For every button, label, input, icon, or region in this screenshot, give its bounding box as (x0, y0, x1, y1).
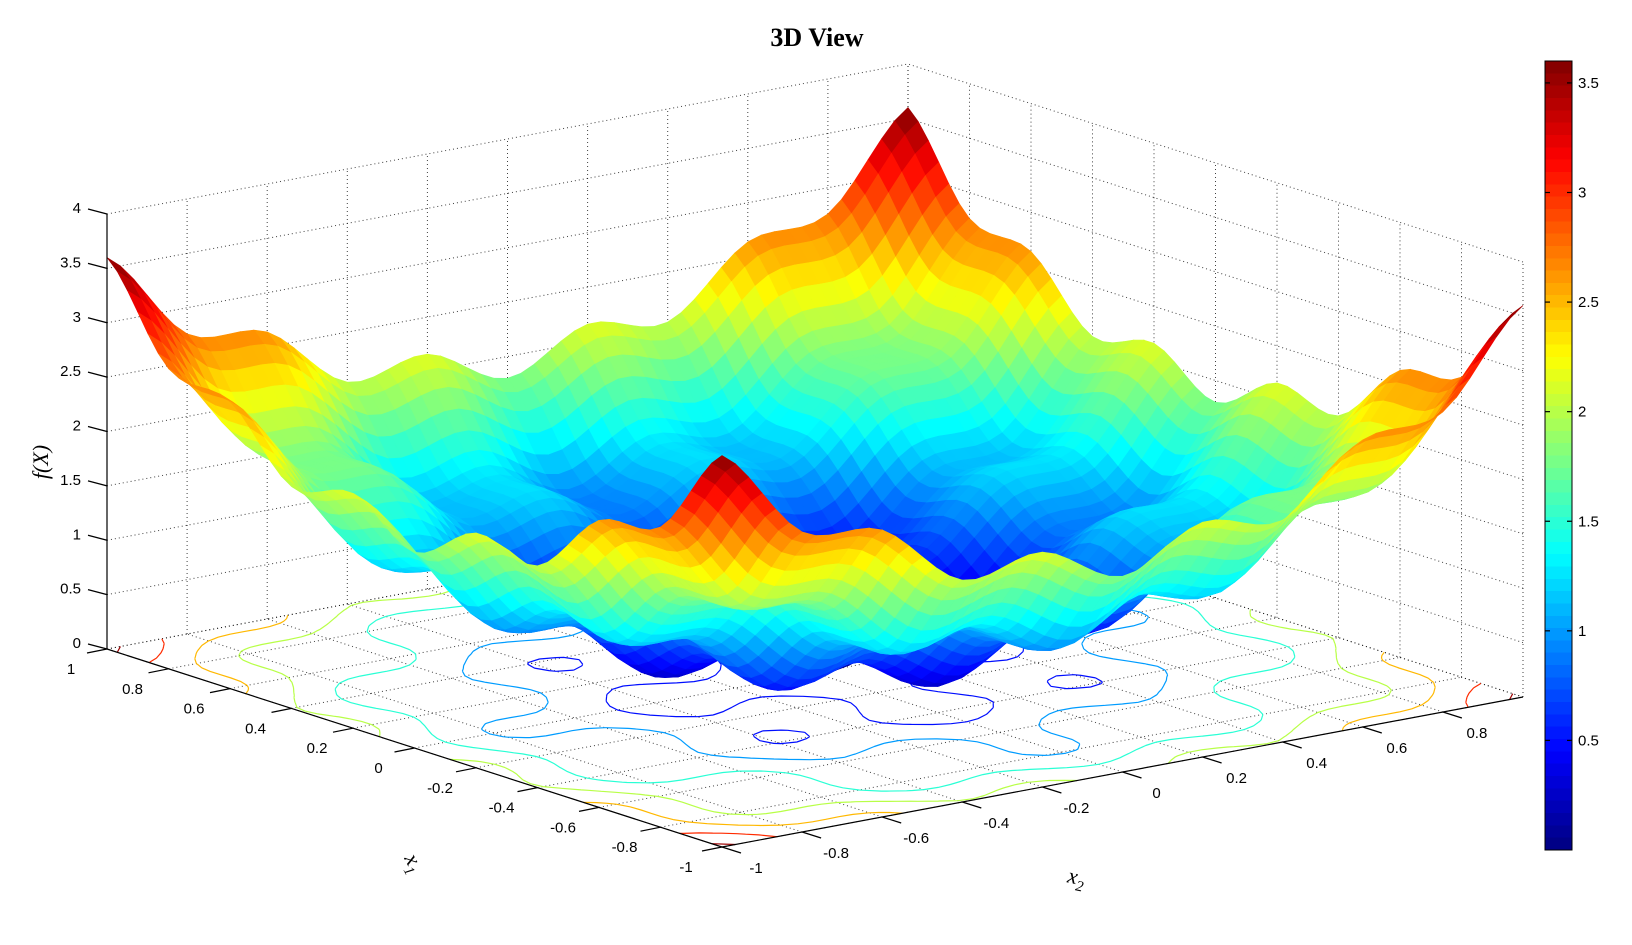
x2-tick-label: -0.6 (903, 830, 929, 847)
x2-axis-label: x2 (1063, 862, 1088, 895)
x1-tick-label: 0.8 (122, 681, 143, 698)
x2-tick-label: -1 (749, 860, 762, 877)
x2-tick (1282, 741, 1302, 749)
colorbar-tick-label: 3.5 (1578, 75, 1599, 92)
x1-tick (701, 846, 723, 852)
x1-tick (86, 648, 108, 654)
surface (106, 107, 1524, 691)
z-tick (87, 589, 108, 596)
z-tick (87, 208, 108, 215)
x2-tick-label: -0.8 (823, 845, 849, 862)
x1-tick (578, 806, 600, 812)
x1-tick (394, 747, 415, 753)
x2-tick (882, 816, 902, 824)
x1-tick (332, 727, 354, 733)
z-tick (87, 480, 108, 487)
colorbar-bar (1544, 60, 1573, 851)
x1-tick (517, 787, 538, 793)
x1-label-sub: 1 (400, 864, 418, 878)
surface-patch (711, 455, 736, 472)
x1-tick (271, 707, 292, 713)
x1-tick-label: -0.8 (612, 839, 638, 856)
colorbar-tick-label: 1.5 (1578, 513, 1599, 530)
z-tick (87, 425, 108, 433)
gridline (106, 63, 909, 215)
surface-patch (1472, 336, 1497, 366)
z-tick (87, 643, 108, 650)
z-tick-label: 1.5 (60, 472, 81, 489)
x1-tick (640, 826, 661, 832)
z-tick-label: 2.5 (60, 363, 81, 380)
colorbar-tick-label: 0.5 (1578, 732, 1599, 749)
x2-tick (1042, 786, 1062, 794)
axes: 0 0.5 1 1.5 2 2.5 3 3.5 4 -1 -0.8 -0.6 -0.4 -0.2 0 0.2 0… (60, 200, 1524, 877)
x1-tick-label: -0.2 (427, 780, 453, 797)
x1-tick-label: 0.2 (307, 740, 328, 757)
z-tick-label: 1 (73, 526, 81, 543)
x1-tick-label: 0.6 (184, 701, 205, 718)
x1-tick (148, 668, 169, 674)
colorbar-tick-label: 2.5 (1578, 294, 1599, 311)
x2-tick-label: 0.8 (1466, 725, 1487, 742)
x1-tick-label: 1 (67, 661, 75, 678)
x2-tick-label: -0.2 (1063, 800, 1089, 817)
gridline (598, 656, 1401, 808)
x2-tick (801, 831, 822, 839)
x2-tick (721, 846, 742, 854)
z-tick-label: 4 (73, 200, 81, 217)
z-tick-label: 3.5 (60, 254, 81, 271)
x1-axis-label: x1 (395, 848, 430, 878)
x1-tick-label: -0.6 (550, 819, 576, 836)
surface-patch (1485, 318, 1510, 345)
x1-tick-label: -0.4 (489, 800, 515, 817)
x2-tick (1122, 771, 1142, 779)
surface-patch (1459, 357, 1484, 387)
x2-tick-label: -0.4 (983, 815, 1009, 832)
x2-label-sub: 2 (1074, 878, 1085, 895)
x2-tick-label: 0.4 (1306, 755, 1327, 772)
contour-line (238, 530, 1392, 816)
colorbar-tick-label: 3 (1578, 185, 1586, 202)
x1-tick (455, 767, 477, 773)
x2-tick (1442, 711, 1463, 719)
z-tick (87, 534, 108, 541)
x2-tick (962, 801, 982, 809)
z-tick-label: 0.5 (60, 581, 81, 598)
colorbar: 0.5 1 1.5 2 2.5 3 3.5 (1544, 60, 1599, 851)
z-tick (87, 371, 108, 378)
x2-tick (1362, 726, 1382, 734)
x2-tick-label: 0 (1152, 785, 1160, 802)
x1-tick (209, 688, 231, 694)
colorbar-tick-label: 1 (1578, 623, 1586, 640)
x2-tick (1202, 756, 1222, 764)
chart-title: 3D View (770, 23, 863, 52)
z-tick-label: 0 (73, 635, 81, 652)
surface-patch (1499, 305, 1524, 327)
x1-tick-label: 0 (374, 760, 382, 777)
x2-tick-label: 0.6 (1386, 740, 1407, 757)
colorbar-tick-label: 2 (1578, 404, 1586, 421)
x1-tick-label: -1 (679, 859, 692, 876)
gridline (907, 63, 1524, 263)
z-tick-label: 2 (73, 418, 81, 435)
surface-patch (106, 257, 131, 281)
z-axis-label: f(X) (28, 445, 53, 479)
z-tick (87, 262, 108, 269)
x2-tick-label: 0.2 (1226, 770, 1247, 787)
z-tick-label: 3 (73, 309, 81, 326)
z-tick (87, 317, 108, 324)
x1-tick-label: 0.4 (245, 720, 266, 737)
